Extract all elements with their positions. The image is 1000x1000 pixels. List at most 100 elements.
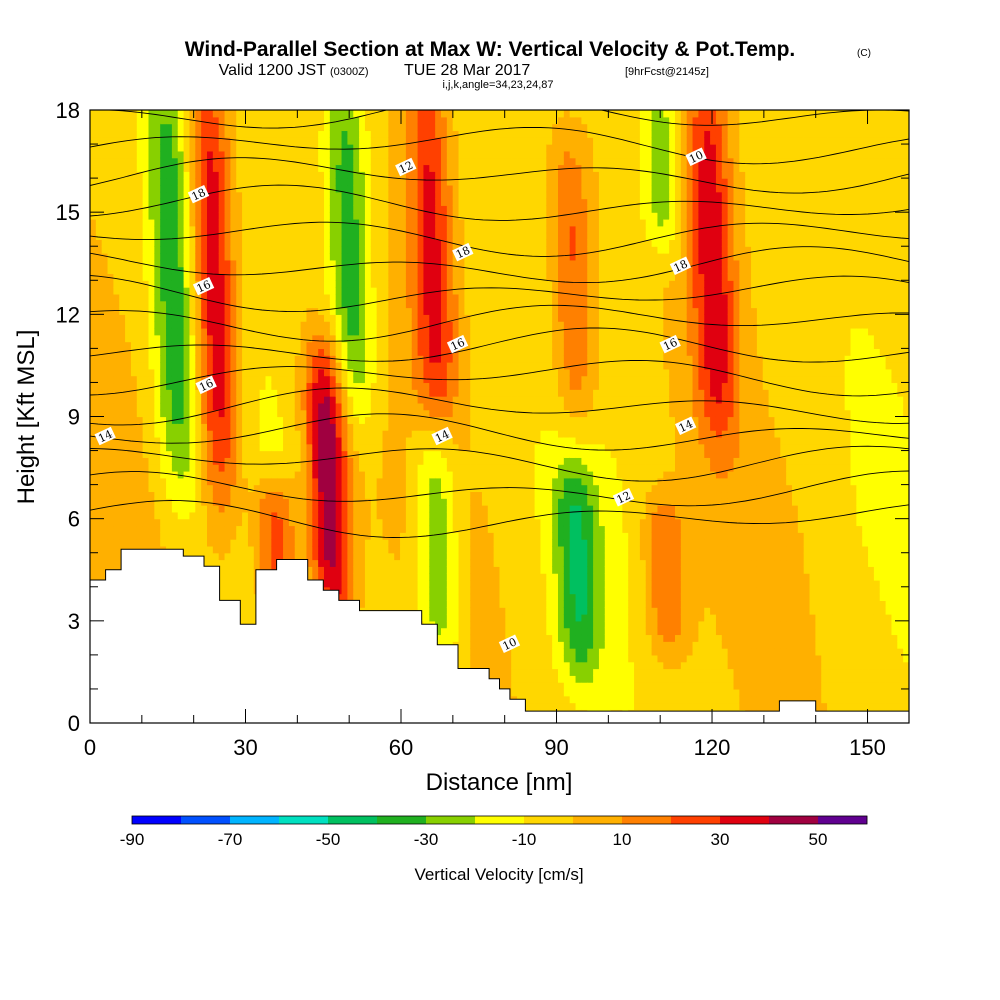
velocity-cell bbox=[201, 491, 208, 499]
velocity-cell bbox=[341, 430, 348, 438]
velocity-cell bbox=[312, 464, 319, 472]
velocity-cell bbox=[324, 239, 331, 247]
velocity-cell bbox=[312, 477, 319, 486]
velocity-cell bbox=[166, 300, 173, 309]
velocity-cell bbox=[306, 566, 313, 574]
velocity-cell bbox=[113, 423, 120, 431]
velocity-cell bbox=[277, 464, 284, 472]
velocity-cell bbox=[171, 225, 179, 234]
velocity-cell bbox=[288, 116, 296, 125]
velocity-cell bbox=[236, 253, 243, 261]
velocity-cell bbox=[119, 389, 126, 397]
velocity-cell bbox=[119, 266, 126, 275]
velocity-cell bbox=[353, 525, 360, 533]
velocity-cell bbox=[294, 232, 302, 241]
velocity-cell bbox=[288, 253, 296, 261]
velocity-cell bbox=[335, 402, 343, 411]
velocity-cell bbox=[394, 232, 401, 241]
velocity-cell bbox=[341, 273, 348, 281]
velocity-cell bbox=[247, 300, 255, 309]
velocity-cell bbox=[341, 321, 348, 329]
velocity-cell bbox=[136, 218, 144, 227]
velocity-cell bbox=[335, 130, 343, 138]
velocity-cell bbox=[136, 470, 144, 479]
velocity-cell bbox=[212, 348, 220, 356]
velocity-cell bbox=[148, 184, 155, 193]
velocity-cell bbox=[125, 416, 132, 424]
velocity-cell bbox=[265, 218, 272, 227]
velocity-cell bbox=[154, 362, 161, 370]
velocity-cell bbox=[177, 218, 185, 227]
velocity-cell bbox=[177, 532, 185, 540]
velocity-cell bbox=[201, 477, 208, 486]
velocity-cell bbox=[195, 239, 202, 247]
velocity-cell bbox=[306, 116, 313, 125]
velocity-cell bbox=[388, 239, 395, 247]
velocity-cell bbox=[201, 443, 208, 452]
velocity-cell bbox=[364, 280, 372, 288]
velocity-cell bbox=[195, 409, 202, 418]
velocity-cell bbox=[370, 314, 378, 322]
velocity-cell bbox=[400, 246, 407, 254]
velocity-cell bbox=[388, 511, 395, 520]
velocity-cell bbox=[370, 396, 378, 404]
velocity-cell bbox=[388, 273, 395, 281]
velocity-cell bbox=[125, 396, 132, 404]
velocity-cell bbox=[130, 157, 138, 166]
velocity-cell bbox=[405, 253, 413, 261]
velocity-cell bbox=[101, 477, 109, 486]
velocity-cell bbox=[405, 137, 413, 145]
velocity-cell bbox=[136, 375, 144, 384]
velocity-cell bbox=[335, 178, 343, 186]
velocity-cell bbox=[382, 416, 389, 424]
velocity-cell bbox=[136, 150, 144, 159]
velocity-cell bbox=[166, 348, 173, 356]
velocity-cell bbox=[90, 144, 97, 152]
velocity-cell bbox=[382, 246, 389, 254]
velocity-cell bbox=[95, 491, 103, 499]
velocity-cell bbox=[218, 416, 226, 424]
velocity-cell bbox=[95, 314, 103, 322]
velocity-cell bbox=[119, 273, 126, 281]
velocity-cell bbox=[171, 396, 179, 404]
velocity-cell bbox=[394, 178, 401, 186]
velocity-cell bbox=[101, 382, 109, 390]
velocity-cell bbox=[218, 314, 226, 322]
velocity-cell bbox=[370, 157, 378, 166]
velocity-cell bbox=[394, 239, 401, 247]
velocity-cell bbox=[300, 327, 308, 336]
velocity-cell bbox=[136, 273, 144, 281]
velocity-cell bbox=[394, 246, 401, 254]
velocity-cell bbox=[335, 443, 343, 452]
velocity-cell bbox=[130, 355, 138, 363]
velocity-cell bbox=[288, 477, 296, 486]
velocity-cell bbox=[265, 321, 272, 329]
velocity-cell bbox=[253, 362, 261, 370]
velocity-cell bbox=[142, 518, 150, 527]
velocity-cell bbox=[236, 382, 243, 390]
velocity-cell bbox=[119, 525, 126, 533]
velocity-cell bbox=[171, 246, 179, 254]
velocity-cell bbox=[160, 396, 167, 404]
velocity-cell bbox=[265, 307, 272, 315]
velocity-cell bbox=[277, 457, 284, 465]
velocity-cell bbox=[154, 198, 161, 206]
velocity-cell bbox=[136, 505, 144, 513]
velocity-cell bbox=[201, 464, 208, 472]
velocity-cell bbox=[148, 327, 155, 336]
velocity-cell bbox=[300, 171, 308, 179]
velocity-cell bbox=[306, 464, 313, 472]
velocity-cell bbox=[329, 443, 337, 452]
velocity-cell bbox=[130, 423, 138, 431]
velocity-cell bbox=[160, 327, 167, 336]
velocity-cell bbox=[335, 253, 343, 261]
velocity-cell bbox=[271, 491, 278, 499]
velocity-cell bbox=[353, 402, 360, 411]
velocity-cell bbox=[148, 178, 155, 186]
velocity-cell bbox=[382, 218, 389, 227]
velocity-cell bbox=[324, 253, 331, 261]
velocity-cell bbox=[130, 382, 138, 390]
velocity-cell bbox=[370, 198, 378, 206]
velocity-cell bbox=[388, 450, 395, 458]
velocity-cell bbox=[335, 389, 343, 397]
